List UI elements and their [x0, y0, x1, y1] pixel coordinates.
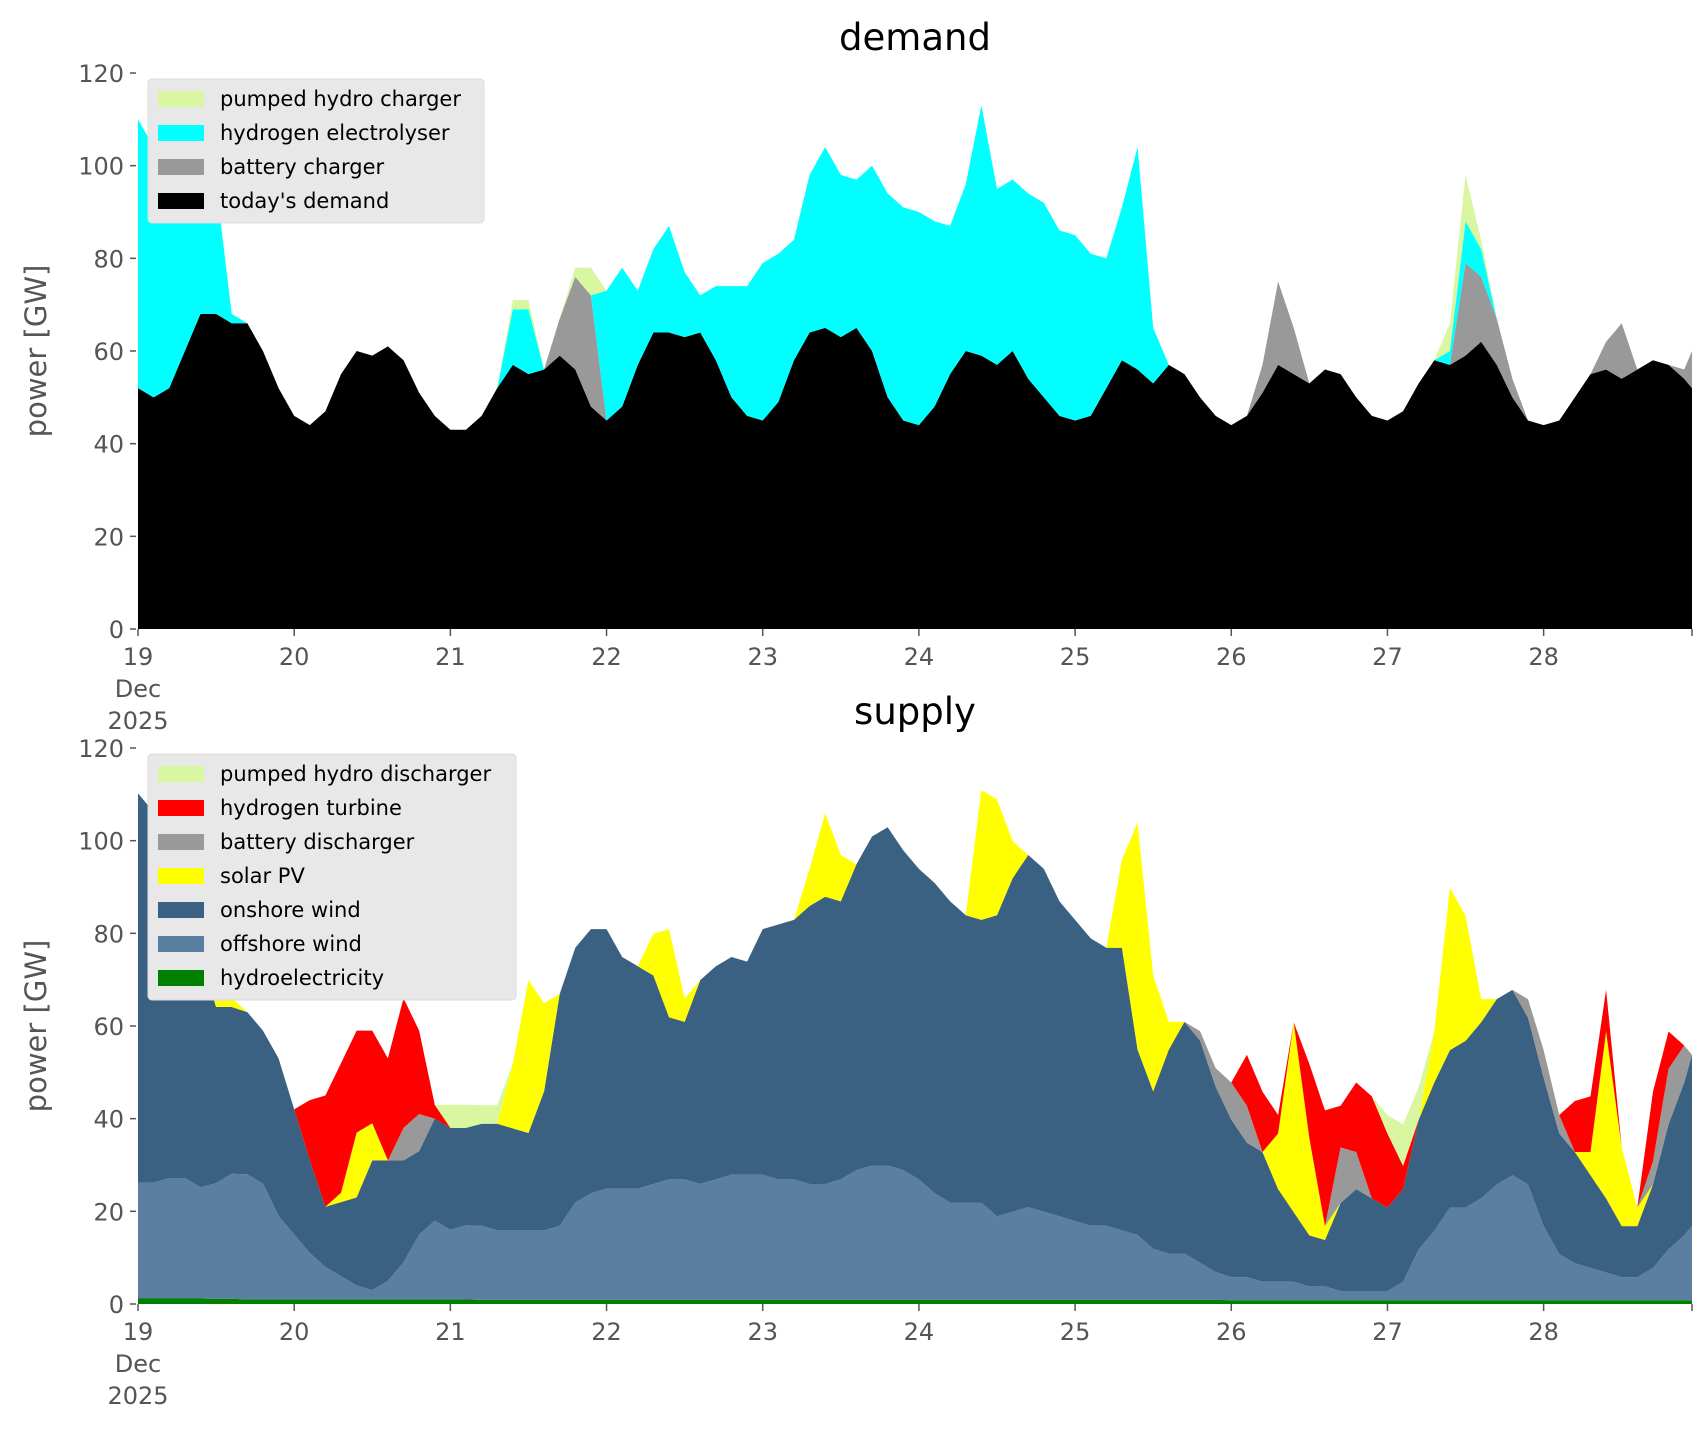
y-tick-label: 0 — [109, 616, 124, 644]
legend-swatch — [158, 868, 204, 884]
area-layer — [138, 790, 1692, 1304]
legend-swatch — [158, 800, 204, 816]
y-tick-label: 40 — [93, 431, 124, 459]
legend-label: hydroelectricity — [220, 966, 384, 990]
legend-swatch — [158, 834, 204, 850]
x-tick-label: 2025 — [107, 707, 168, 735]
x-tick-label: 20 — [279, 1318, 310, 1346]
series-solar-pv-area — [138, 790, 1692, 1241]
series-hydrogen-electrolyser-area — [138, 105, 1692, 430]
legend-label: hydrogen electrolyser — [220, 121, 450, 145]
area-layer — [138, 105, 1692, 629]
legend-swatch — [158, 159, 204, 175]
x-tick-label: 25 — [1060, 643, 1091, 671]
legend-box — [147, 78, 485, 224]
y-tick-label: 20 — [93, 1198, 124, 1226]
y-tick-label: 100 — [78, 828, 124, 856]
x-tick-label: 24 — [904, 1318, 935, 1346]
y-tick-label: 60 — [93, 1013, 124, 1041]
x-tick-label: 23 — [747, 643, 778, 671]
legend-swatch — [158, 970, 204, 986]
legend: pumped hydro charger hydrogen electrolyse… — [147, 78, 485, 224]
legend-label: hydrogen turbine — [220, 796, 402, 820]
y-tick-label: 120 — [78, 735, 124, 763]
x-tick-label: 25 — [1060, 1318, 1091, 1346]
y-axis-label: power [GW] — [19, 265, 53, 438]
x-tick-label: 27 — [1372, 643, 1403, 671]
x-tick-label: 24 — [904, 643, 935, 671]
x-tick-label: 22 — [591, 1318, 622, 1346]
y-tick-label: 60 — [93, 338, 124, 366]
legend-swatch — [158, 91, 204, 107]
series-offshore-wind-area — [138, 1165, 1692, 1301]
legend-box — [147, 753, 517, 1001]
x-tick-label: 19 — [123, 643, 154, 671]
legend-label: pumped hydro discharger — [220, 762, 491, 786]
legend-label: offshore wind — [220, 932, 362, 956]
x-tick-label: 23 — [747, 1318, 778, 1346]
y-axis-label: power [GW] — [19, 940, 53, 1113]
legend-label: onshore wind — [220, 898, 361, 922]
legend-label: solar PV — [220, 864, 305, 888]
x-tick-label: 21 — [435, 1318, 466, 1346]
legend-label: battery charger — [220, 155, 385, 179]
y-tick-label: 40 — [93, 1106, 124, 1134]
legend-swatch — [158, 766, 204, 782]
x-tick-label: 20 — [279, 643, 310, 671]
y-tick-label: 100 — [78, 153, 124, 181]
x-tick-label: 21 — [435, 643, 466, 671]
x-tick-label: 26 — [1216, 1318, 1247, 1346]
x-tick-label: 28 — [1528, 643, 1559, 671]
x-tick-label: 27 — [1372, 1318, 1403, 1346]
legend: pumped hydro discharger hydrogen turbine b… — [147, 753, 517, 1001]
x-tick-label: Dec — [115, 675, 161, 703]
legend-swatch — [158, 193, 204, 209]
series-today-s-demand-area — [138, 313, 1692, 629]
x-tick-label: 2025 — [107, 1382, 168, 1410]
x-tick-label: 26 — [1216, 643, 1247, 671]
legend-label: pumped hydro charger — [220, 87, 461, 111]
chart-title: demand — [839, 16, 991, 59]
y-tick-label: 20 — [93, 523, 124, 551]
legend-swatch — [158, 902, 204, 918]
legend-label: battery discharger — [220, 830, 415, 854]
x-tick-label: 28 — [1528, 1318, 1559, 1346]
y-tick-label: 80 — [93, 245, 124, 273]
y-tick-label: 120 — [78, 60, 124, 88]
x-tick-label: 22 — [591, 643, 622, 671]
x-tick-label: 19 — [123, 1318, 154, 1346]
legend-swatch — [158, 125, 204, 141]
legend-label: today's demand — [220, 189, 389, 213]
y-tick-label: 0 — [109, 1291, 124, 1319]
series-onshore-wind-area — [138, 793, 1692, 1292]
y-tick-label: 80 — [93, 920, 124, 948]
x-tick-label: Dec — [115, 1350, 161, 1378]
chart-title: supply — [854, 690, 976, 733]
legend-swatch — [158, 936, 204, 952]
